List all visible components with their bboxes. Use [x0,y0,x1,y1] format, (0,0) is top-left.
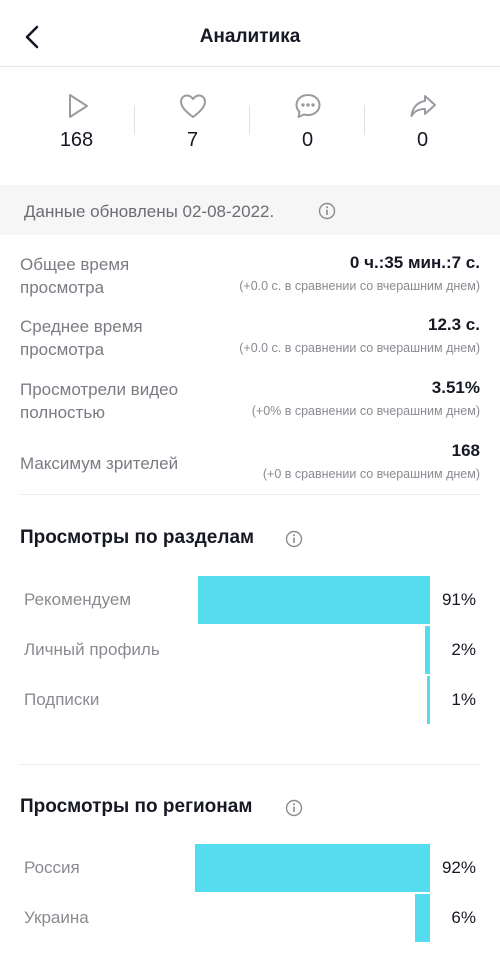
metric-compare: (+0.0 с. в сравнении со вчерашним днем) [239,341,480,355]
bar-fill [195,844,430,892]
page-title: Аналитика [199,26,301,47]
bar-label: Россия [24,858,80,877]
stat-likes-value: 7 [186,129,199,151]
metric-completion-rate: Просмотрели видео полностью 3.51% (+0% в… [0,378,500,440]
metric-value: 168 [451,441,480,460]
section-bar-row: Подписки 1% [0,676,500,724]
stat-likes: 7 [135,91,250,152]
stat-views-value: 168 [59,129,94,151]
header: Аналитика [0,0,500,67]
section-bar-row: Рекомендуем 91% [0,576,500,624]
info-icon[interactable] [318,202,336,220]
metric-label: Просмотрели видео полностью [20,380,179,422]
metric-compare: (+0 в сравнении со вчерашним днем) [262,467,480,481]
bar-label: Рекомендуем [24,590,132,609]
divider [20,764,480,765]
stat-shares-value: 0 [416,129,429,151]
info-icon[interactable] [285,530,303,548]
share-icon [410,95,436,117]
divider [20,494,480,495]
metric-value: 3.51% [431,378,480,397]
bar-percent: 1% [451,690,476,709]
chevron-left-icon [25,25,39,49]
stat-views: 168 [19,91,134,152]
engagement-stats: 168 7 0 0 [0,67,500,185]
heart-icon [179,94,206,118]
metric-average-watch-time: Среднее время просмотра 12.3 с. (+0.0 с.… [0,315,500,377]
stat-divider [249,105,250,135]
bar-percent: 2% [451,640,476,659]
section-bar-row: Личный профиль 2% [0,626,500,674]
bar-percent: 91% [441,590,476,609]
metric-compare: (+0.0 с. в сравнении со вчерашним днем) [239,279,480,293]
bar-percent: 6% [451,908,476,927]
metric-value: 0 ч.:35 мин.:7 с. [349,253,480,272]
bar-fill [198,576,430,624]
stat-divider [364,105,365,135]
data-updated-text: Данные обновлены 02-08-2022. [24,202,275,221]
section-title-by-section: Просмотры по разделам [20,527,255,548]
metric-label: Максимум зрителей [20,454,179,473]
bar-percent: 92% [441,858,476,877]
bar-label: Украина [24,908,89,927]
region-bar-row: Украина 6% [0,894,500,942]
stat-divider [134,105,135,135]
region-bar-row: Россия 92% [0,844,500,892]
section-title-by-region: Просмотры по регионам [20,796,253,817]
stat-shares: 0 [365,91,480,152]
bar-fill [425,626,430,674]
stat-comments-value: 0 [301,129,314,151]
bar-label: Подписки [24,690,100,709]
info-icon[interactable] [285,799,303,817]
metric-label: Общее время просмотра [20,255,130,297]
metric-value: 12.3 с. [428,315,480,334]
metric-label: Среднее время просмотра [20,317,143,359]
metric-peak-viewers: Максимум зрителей 168 (+0 в сравнении со… [0,441,500,503]
bar-fill [427,676,430,724]
metric-compare: (+0% в сравнении со вчерашним днем) [251,404,480,418]
stat-comments: 0 [250,91,365,152]
back-button[interactable] [16,20,50,54]
comment-icon [295,94,320,118]
bar-label: Личный профиль [24,640,160,659]
metric-total-watch-time: Общее время просмотра 0 ч.:35 мин.:7 с. … [0,253,500,315]
data-updated-banner: Данные обновлены 02-08-2022. [0,185,500,235]
bar-fill [415,894,430,942]
play-icon [68,94,88,118]
